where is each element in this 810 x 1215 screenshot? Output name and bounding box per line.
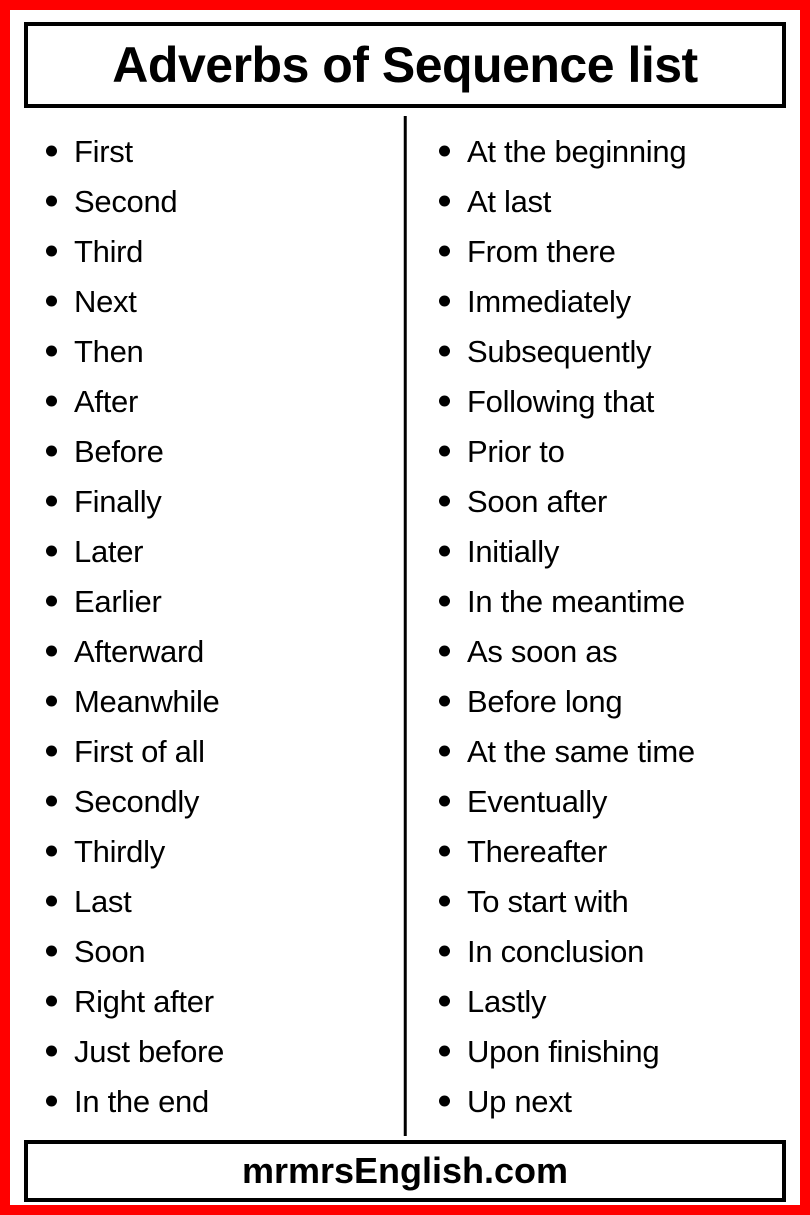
list-item: First bbox=[32, 126, 395, 176]
list-item: In the end bbox=[32, 1076, 395, 1126]
list-item: Up next bbox=[425, 1076, 781, 1126]
list-item: Soon after bbox=[425, 476, 781, 526]
list-item: Prior to bbox=[425, 426, 781, 476]
list-item: Immediately bbox=[425, 276, 781, 326]
left-column: First Second Third Next Then After Befor… bbox=[24, 116, 405, 1136]
list-item: Afterward bbox=[32, 626, 395, 676]
list-item: In conclusion bbox=[425, 926, 781, 976]
list-item: Earlier bbox=[32, 576, 395, 626]
list-item: After bbox=[32, 376, 395, 426]
list-item: Then bbox=[32, 326, 395, 376]
list-item: At last bbox=[425, 176, 781, 226]
list-item: Following that bbox=[425, 376, 781, 426]
list-item: Soon bbox=[32, 926, 395, 976]
list-item: Secondly bbox=[32, 776, 395, 826]
list-item: In the meantime bbox=[425, 576, 781, 626]
footer-text: mrmrsEnglish.com bbox=[36, 1150, 774, 1192]
list-item: As soon as bbox=[425, 626, 781, 676]
list-item: Just before bbox=[32, 1026, 395, 1076]
list-item: Last bbox=[32, 876, 395, 926]
list-item: At the same time bbox=[425, 726, 781, 776]
list-item: Next bbox=[32, 276, 395, 326]
outer-frame: Adverbs of Sequence list First Second Th… bbox=[0, 0, 810, 1215]
right-column: At the beginning At last From there Imme… bbox=[405, 116, 786, 1136]
list-item: From there bbox=[425, 226, 781, 276]
list-item: Meanwhile bbox=[32, 676, 395, 726]
footer-box: mrmrsEnglish.com bbox=[24, 1140, 786, 1202]
list-item: At the beginning bbox=[425, 126, 781, 176]
column-divider bbox=[404, 116, 407, 1136]
list-item: Before long bbox=[425, 676, 781, 726]
list-item: Thirdly bbox=[32, 826, 395, 876]
list-item: To start with bbox=[425, 876, 781, 926]
list-item: Upon finishing bbox=[425, 1026, 781, 1076]
list-item: First of all bbox=[32, 726, 395, 776]
list-item: Eventually bbox=[425, 776, 781, 826]
right-list: At the beginning At last From there Imme… bbox=[425, 126, 781, 1126]
list-item: Right after bbox=[32, 976, 395, 1026]
title-box: Adverbs of Sequence list bbox=[24, 22, 786, 108]
list-item: Initially bbox=[425, 526, 781, 576]
list-item: Finally bbox=[32, 476, 395, 526]
page-title: Adverbs of Sequence list bbox=[36, 36, 774, 94]
list-item: Second bbox=[32, 176, 395, 226]
left-list: First Second Third Next Then After Befor… bbox=[32, 126, 395, 1126]
list-item: Third bbox=[32, 226, 395, 276]
list-item: Later bbox=[32, 526, 395, 576]
list-item: Before bbox=[32, 426, 395, 476]
columns-container: First Second Third Next Then After Befor… bbox=[24, 116, 786, 1136]
list-item: Subsequently bbox=[425, 326, 781, 376]
list-item: Lastly bbox=[425, 976, 781, 1026]
list-item: Thereafter bbox=[425, 826, 781, 876]
